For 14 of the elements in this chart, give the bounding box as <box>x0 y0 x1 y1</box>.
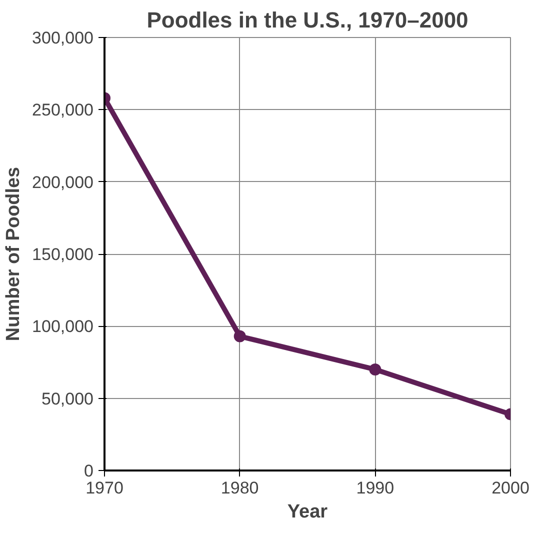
y-tick-label: 250,000 <box>32 100 94 120</box>
y-tick-label: 100,000 <box>32 317 94 336</box>
y-tick-label: 150,000 <box>32 245 94 264</box>
y-tick-label: 0 <box>84 462 94 480</box>
x-tick-label: 1970 <box>86 478 124 498</box>
y-tick-label: 50,000 <box>42 389 94 408</box>
x-tick-label: 1980 <box>220 478 259 498</box>
y-tick-label: 200,000 <box>32 172 94 192</box>
y-tick-label: 300,000 <box>32 28 94 48</box>
x-tick-label: 1990 <box>356 478 394 498</box>
y-axis-title: Number of Poodles <box>3 166 24 342</box>
chart-title: Poodles in the U.S., 1970–2000 <box>146 8 468 32</box>
x-tick-label: 2000 <box>492 478 530 498</box>
x-axis-title: Year <box>287 502 328 522</box>
